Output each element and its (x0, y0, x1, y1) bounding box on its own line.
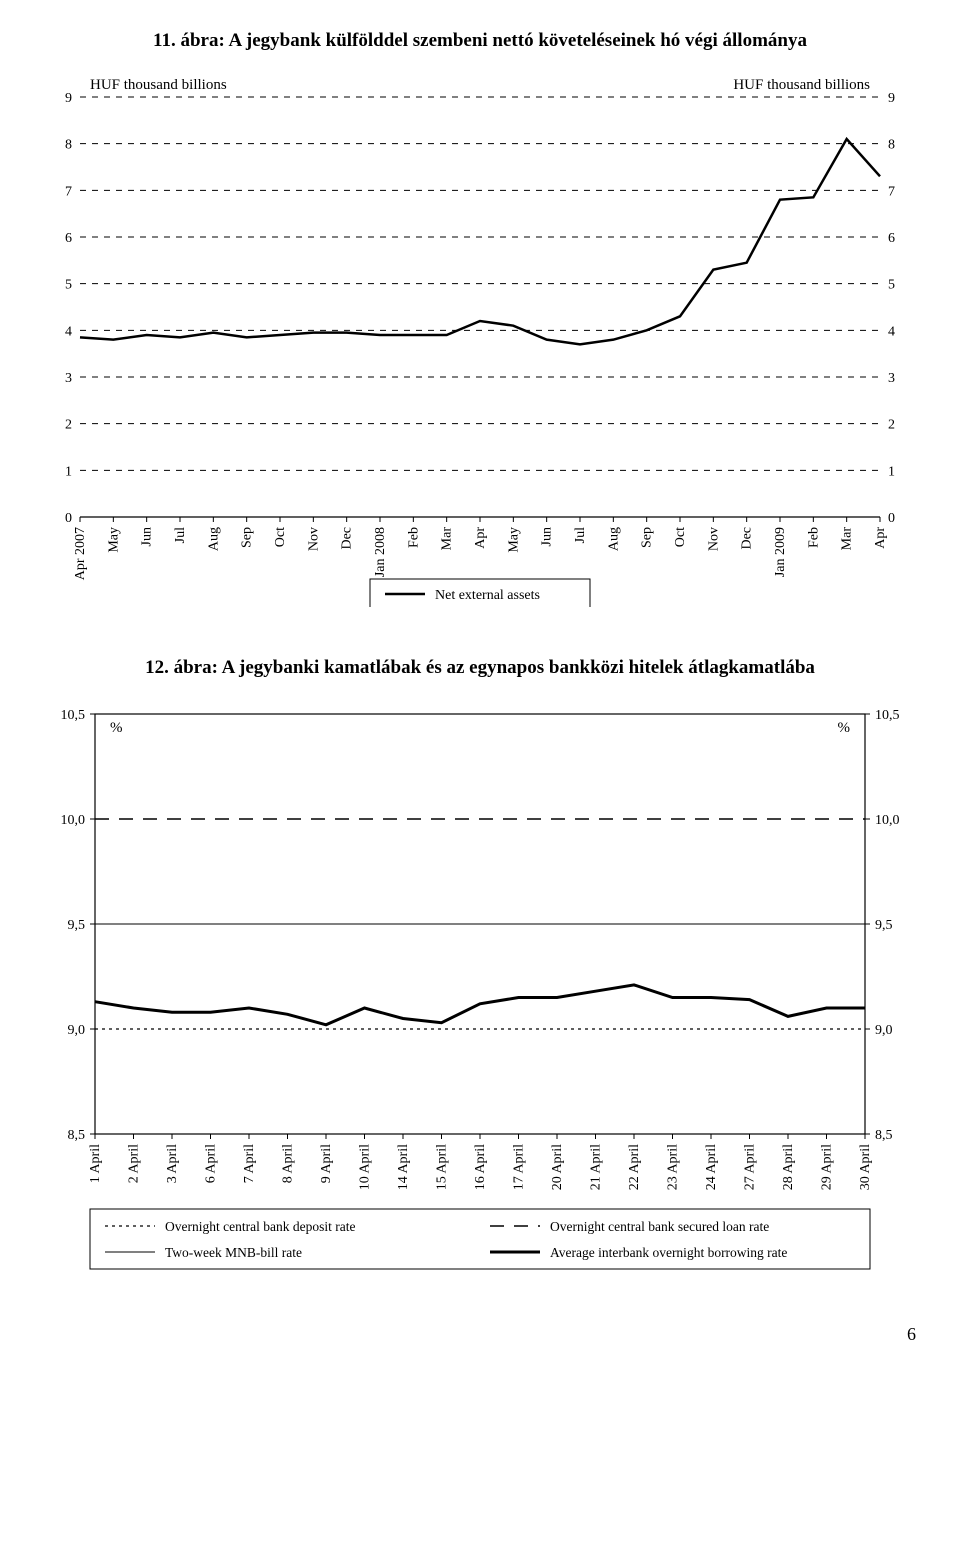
svg-text:3: 3 (65, 371, 72, 386)
svg-text:0: 0 (888, 511, 895, 526)
svg-text:1 April: 1 April (88, 1144, 103, 1183)
chart-2-svg: 8,5 8,5 9,0 9,0 9,5 9,5 10,0 10,0 10,5 10,5%% 1 Ap… (40, 694, 920, 1274)
svg-text:22 April: 22 April (627, 1144, 642, 1190)
svg-text:20 April: 20 April (550, 1144, 565, 1190)
svg-text:14 April: 14 April (396, 1144, 411, 1190)
svg-text:28 April: 28 April (781, 1144, 796, 1190)
svg-text:Oct: Oct (273, 527, 288, 547)
svg-text:0: 0 (65, 511, 72, 526)
svg-text:9,0: 9,0 (875, 1023, 893, 1038)
svg-text:Jun: Jun (140, 527, 155, 546)
svg-text:8: 8 (888, 138, 895, 153)
svg-text:HUF thousand billions: HUF thousand billions (90, 77, 227, 93)
svg-text:10 April: 10 April (358, 1144, 373, 1190)
svg-text:29 April: 29 April (820, 1144, 835, 1190)
svg-text:Nov: Nov (306, 527, 321, 551)
svg-text:Apr: Apr (873, 527, 888, 549)
svg-text:Two-week MNB-bill rate: Two-week MNB-bill rate (165, 1245, 302, 1260)
svg-text:6 April: 6 April (204, 1144, 219, 1183)
svg-text:8: 8 (65, 138, 72, 153)
svg-text:7 April: 7 April (242, 1144, 257, 1183)
svg-text:5: 5 (65, 278, 72, 293)
svg-text:4: 4 (888, 324, 895, 339)
svg-text:2: 2 (65, 418, 72, 433)
svg-text:Average interbank overnight bo: Average interbank overnight borrowing ra… (550, 1245, 787, 1260)
chart-1-svg: HUF thousand billions HUF thousand billio… (40, 67, 920, 607)
svg-text:Sep: Sep (640, 527, 655, 548)
svg-text:Nov: Nov (706, 527, 721, 551)
chart-2-block: 12. ábra: A jegybanki kamatlábak és az e… (40, 657, 920, 1274)
svg-text:Sep: Sep (240, 527, 255, 548)
svg-text:Jan 2008: Jan 2008 (373, 527, 388, 577)
svg-text:Feb: Feb (806, 527, 821, 548)
svg-text:%: % (110, 720, 123, 736)
svg-text:May: May (506, 527, 521, 553)
svg-text:8,5: 8,5 (875, 1128, 893, 1143)
svg-text:Dec: Dec (340, 527, 355, 550)
svg-text:1: 1 (888, 464, 895, 479)
svg-text:Aug: Aug (606, 527, 621, 551)
svg-text:May: May (106, 527, 121, 553)
svg-text:Mar: Mar (840, 527, 855, 551)
svg-text:Overnight central bank deposit: Overnight central bank deposit rate (165, 1219, 355, 1234)
svg-text:4: 4 (65, 324, 72, 339)
svg-text:9: 9 (65, 91, 72, 106)
svg-text:HUF thousand billions: HUF thousand billions (733, 77, 870, 93)
page-number: 6 (40, 1324, 920, 1345)
svg-text:Jul: Jul (173, 527, 188, 543)
svg-text:Aug: Aug (206, 527, 221, 551)
svg-text:Dec: Dec (740, 527, 755, 550)
svg-text:Overnight central bank secured: Overnight central bank secured loan rate (550, 1219, 769, 1234)
svg-text:8 April: 8 April (281, 1144, 296, 1183)
svg-text:9: 9 (888, 91, 895, 106)
chart-1-block: 11. ábra: A jegybank külfölddel szembeni… (40, 30, 920, 607)
svg-text:17 April: 17 April (512, 1144, 527, 1190)
svg-text:2: 2 (888, 418, 895, 433)
svg-text:8,5: 8,5 (68, 1128, 86, 1143)
svg-text:15 April: 15 April (435, 1144, 450, 1190)
svg-text:6: 6 (65, 231, 72, 246)
svg-text:6: 6 (888, 231, 895, 246)
svg-text:7: 7 (65, 184, 72, 199)
svg-text:30 April: 30 April (858, 1144, 873, 1190)
svg-text:27 April: 27 April (743, 1144, 758, 1190)
chart-1-title: 11. ábra: A jegybank külfölddel szembeni… (40, 30, 920, 52)
svg-text:10,0: 10,0 (61, 813, 86, 828)
svg-text:%: % (838, 720, 851, 736)
chart-2-title: 12. ábra: A jegybanki kamatlábak és az e… (40, 657, 920, 679)
svg-text:10,5: 10,5 (875, 708, 900, 723)
svg-text:9,5: 9,5 (875, 918, 893, 933)
svg-text:24 April: 24 April (704, 1144, 719, 1190)
svg-text:1: 1 (65, 464, 72, 479)
svg-text:Net external assets: Net external assets (435, 588, 540, 603)
svg-text:Mar: Mar (440, 527, 455, 551)
svg-text:7: 7 (888, 184, 895, 199)
svg-text:Jul: Jul (573, 527, 588, 543)
svg-text:21 April: 21 April (589, 1144, 604, 1190)
svg-text:16 April: 16 April (473, 1144, 488, 1190)
svg-text:9,0: 9,0 (68, 1023, 86, 1038)
svg-text:3 April: 3 April (165, 1144, 180, 1183)
svg-text:10,0: 10,0 (875, 813, 900, 828)
svg-text:Feb: Feb (406, 527, 421, 548)
svg-text:Oct: Oct (673, 527, 688, 547)
svg-text:10,5: 10,5 (61, 708, 86, 723)
svg-text:3: 3 (888, 371, 895, 386)
document-page: 11. ábra: A jegybank külfölddel szembeni… (0, 0, 960, 1385)
svg-text:9 April: 9 April (319, 1144, 334, 1183)
svg-text:23 April: 23 April (666, 1144, 681, 1190)
svg-text:9,5: 9,5 (68, 918, 86, 933)
svg-text:Jan 2009: Jan 2009 (773, 527, 788, 577)
svg-text:Apr 2007: Apr 2007 (73, 527, 88, 580)
svg-text:5: 5 (888, 278, 895, 293)
svg-text:Jun: Jun (540, 527, 555, 546)
svg-text:2 April: 2 April (127, 1144, 142, 1183)
svg-text:Apr: Apr (473, 527, 488, 549)
